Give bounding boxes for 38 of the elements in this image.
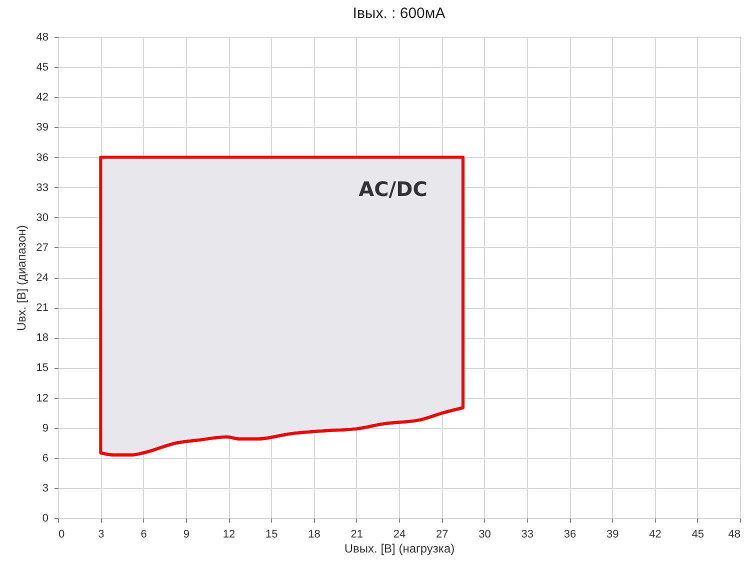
y-tick-label: 30 xyxy=(36,212,48,224)
y-tick-label: 9 xyxy=(42,422,48,434)
x-tick-label: 24 xyxy=(393,528,406,540)
annotation: AC/DC xyxy=(358,177,428,201)
x-tick-label: 42 xyxy=(649,528,662,540)
y-tick-label: 0 xyxy=(42,512,48,524)
x-tick-label: 39 xyxy=(606,528,619,540)
y-tick-label: 27 xyxy=(36,242,48,254)
x-tick-label: 0 xyxy=(58,528,65,540)
x-tick-label: 6 xyxy=(140,528,147,540)
y-tick-label: 33 xyxy=(36,182,48,194)
x-tick-label: 45 xyxy=(692,528,704,540)
y-tick-label: 24 xyxy=(36,272,48,284)
y-axis-title: Uвх. [В] (диапазон) xyxy=(14,225,28,331)
y-tick-label: 21 xyxy=(36,302,48,314)
y-tick-label: 42 xyxy=(36,92,48,104)
x-tick-label: 33 xyxy=(521,528,534,540)
x-tick-label: 30 xyxy=(478,528,491,540)
x-tick-label: 18 xyxy=(308,528,320,540)
x-tick-label: 3 xyxy=(98,528,104,540)
x-tick-label: 36 xyxy=(564,528,576,540)
y-tick-label: 36 xyxy=(36,152,48,164)
x-tick-label: 27 xyxy=(436,528,448,540)
x-tick-label: 9 xyxy=(183,528,190,540)
y-tick-label: 45 xyxy=(36,62,48,74)
y-tick-label: 39 xyxy=(36,122,48,134)
y-tick-label: 12 xyxy=(36,392,48,404)
x-tick-label: 15 xyxy=(266,528,278,540)
y-tick-label: 48 xyxy=(36,32,48,44)
x-axis-title: Uвых. [В] (нагрузка) xyxy=(344,542,455,556)
y-tick-label: 15 xyxy=(36,362,48,374)
y-tick-label: 6 xyxy=(42,452,48,464)
y-tick-label: 18 xyxy=(36,332,48,344)
chart-title: Iвых. : 600мА xyxy=(352,5,446,22)
x-tick-label: 21 xyxy=(350,528,363,540)
y-tick-label: 3 xyxy=(42,482,48,494)
x-tick-label: 48 xyxy=(728,528,740,540)
x-tick-label: 12 xyxy=(222,528,236,540)
